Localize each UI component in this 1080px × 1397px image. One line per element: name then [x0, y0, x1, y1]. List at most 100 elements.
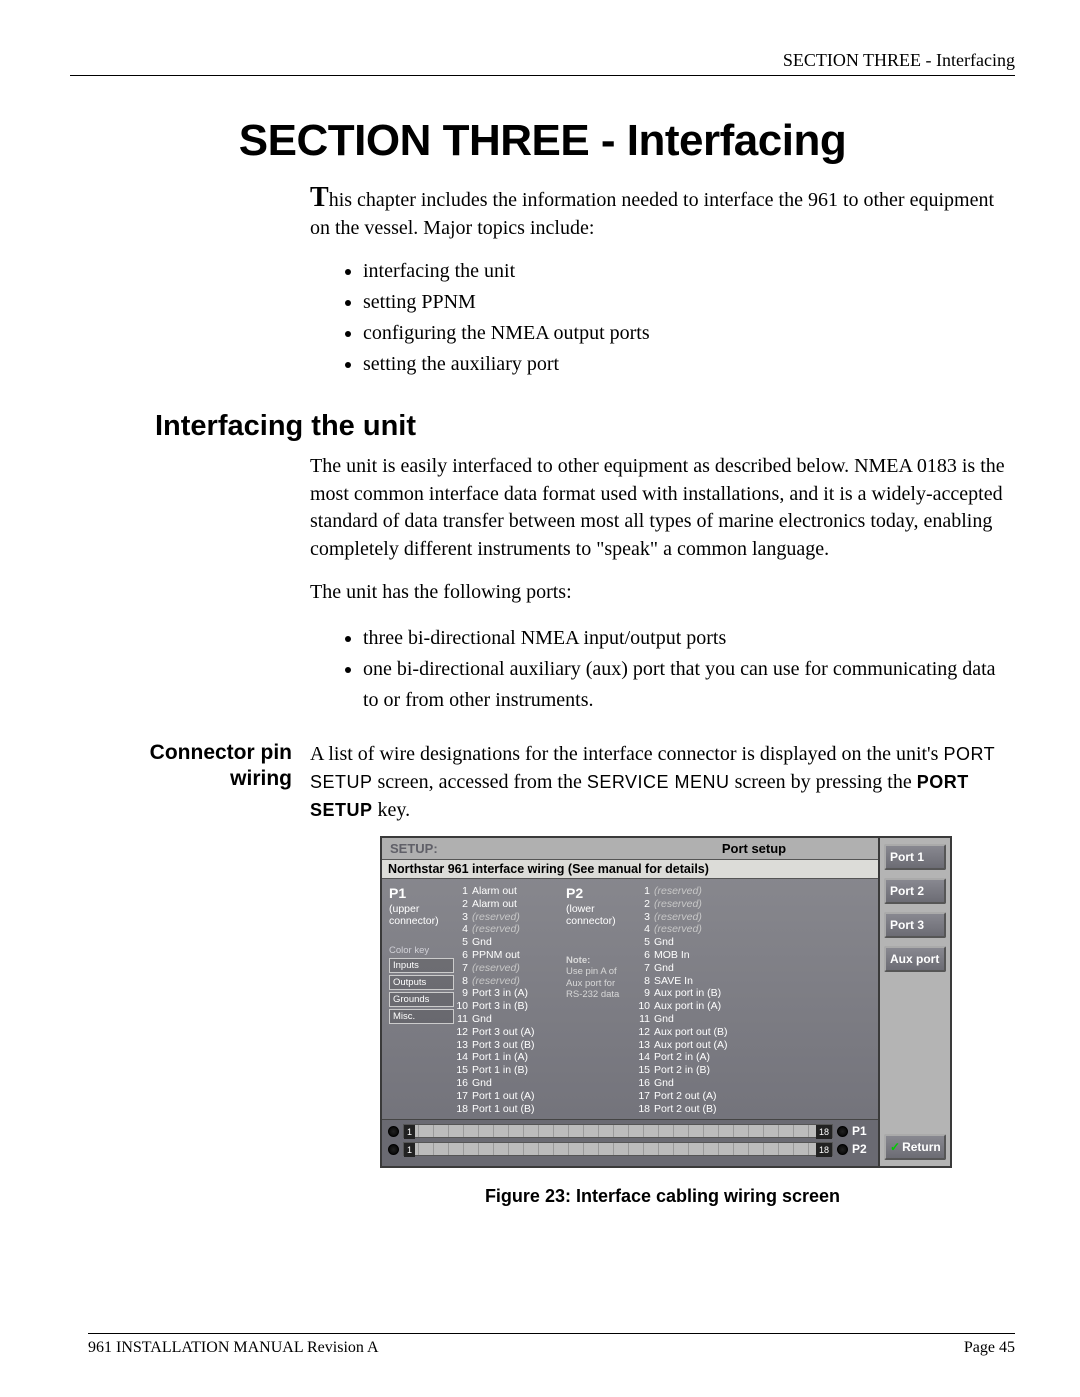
pin-label: Gnd: [472, 1077, 492, 1090]
pin-row: 4 (reserved): [636, 923, 744, 936]
pin-row: 6PPNM out: [454, 949, 562, 962]
pin-number: 17: [454, 1090, 468, 1103]
pin-18-tag: 18: [816, 1143, 832, 1157]
port1-button[interactable]: Port 1: [884, 844, 946, 870]
pin-number: 10: [454, 1000, 468, 1013]
pin-row: 3(reserved): [454, 911, 562, 924]
pin-row: 9 Port 3 in (A): [454, 987, 562, 1000]
pin-number: 12: [636, 1026, 650, 1039]
pin-label: Gnd: [654, 1013, 674, 1026]
pin-row: 14Port 2 in (A): [636, 1051, 744, 1064]
pin-label: Gnd: [654, 936, 674, 949]
pin-label: Port 3 in (A): [472, 987, 528, 1000]
connector-p1-name: P1: [852, 1124, 872, 1138]
pin-number: 17: [636, 1090, 650, 1103]
pin-number: 10: [636, 1000, 650, 1013]
screen-subtitle: Northstar 961 interface wiring (See manu…: [382, 860, 878, 879]
pin-row: 1Alarm out: [454, 885, 562, 898]
pin-number: 15: [454, 1064, 468, 1077]
return-button[interactable]: ✓Return: [884, 1134, 946, 1160]
pin-number: 6: [636, 949, 650, 962]
pin-row: 18 Port 1 out (B): [454, 1103, 562, 1116]
pin-label: Port 1 out (B): [472, 1103, 534, 1116]
intro-paragraph: This chapter includes the information ne…: [310, 184, 1015, 242]
pin-number: 16: [636, 1077, 650, 1090]
pin-row: 15 Port 1 in (B): [454, 1064, 562, 1077]
pin-18-tag: 18: [816, 1125, 832, 1139]
pin-label: (reserved): [654, 923, 702, 936]
port2-button[interactable]: Port 2: [884, 878, 946, 904]
section-title: SECTION THREE - Interfacing: [70, 116, 1015, 166]
legend-item: Misc.: [389, 1009, 454, 1024]
screen-main: SETUP: Port setup Northstar 961 interfac…: [382, 838, 878, 1166]
auxport-button[interactable]: Aux port: [884, 946, 946, 972]
pin-label: Aux port out (B): [654, 1026, 728, 1039]
pin-row: 13Port 3 out (B): [454, 1039, 562, 1052]
pin-row: 14 Port 1 in (A): [454, 1051, 562, 1064]
pin-number: 5: [454, 936, 468, 949]
pin-number: 4: [636, 923, 650, 936]
pin-label: (reserved): [654, 885, 702, 898]
connector-diagram: 1 18 P1 1 18 P2: [382, 1119, 878, 1166]
list-item: configuring the NMEA output ports: [363, 318, 1015, 349]
pin-row: 10Aux port in (A): [636, 1000, 744, 1013]
pin-number: 18: [454, 1103, 468, 1116]
pin-label: Port 2 out (B): [654, 1103, 716, 1116]
screen-body: P1 (upper connector) Color key Inputs Ou…: [382, 879, 878, 1119]
pin-label: Gnd: [472, 1013, 492, 1026]
mid-column: P2 (lower connector) Note: Use pin A of …: [562, 885, 636, 1115]
pin-number: 2: [636, 898, 650, 911]
pin-label: Aux port in (B): [654, 987, 721, 1000]
connector-bar: 1 18: [403, 1124, 833, 1138]
pin-label: Port 2 in (B): [654, 1064, 710, 1077]
pin-number: 5: [636, 936, 650, 949]
pin-label: Alarm out: [472, 898, 517, 911]
pin-label: PPNM out: [472, 949, 520, 962]
pin-label: MOB In: [654, 949, 690, 962]
note: Note: Use pin A of Aux port for RS-232 d…: [566, 955, 632, 1001]
pin-label: SAVE In: [654, 975, 693, 988]
connector-bar: 1 18: [403, 1142, 833, 1156]
screen-titlebar: SETUP: Port setup: [382, 838, 878, 860]
p2-pins: 1(reserved)2(reserved)3(reserved)4(reser…: [636, 885, 744, 1115]
footer-right: Page 45: [964, 1339, 1015, 1357]
intro-bullets: interfacing the unit setting PPNM config…: [345, 256, 1015, 380]
pin-label: Port 1 in (A): [472, 1051, 528, 1064]
pin-number: 18: [636, 1103, 650, 1116]
intro-text: his chapter includes the information nee…: [310, 189, 994, 239]
pin-number: 1: [636, 885, 650, 898]
p1-label: P1: [389, 885, 454, 901]
port-setup-label: Port setup: [630, 841, 878, 856]
port3-button[interactable]: Port 3: [884, 912, 946, 938]
pin-number: 9: [454, 987, 468, 1000]
pin-row: 11Gnd: [454, 1013, 562, 1026]
pin-number: 4: [454, 923, 468, 936]
pin-row: 1 (reserved): [636, 885, 744, 898]
pin-1-tag: 1: [404, 1143, 415, 1157]
pin-row: 6 MOB In: [636, 949, 744, 962]
p1-connector-label: (upper connector): [389, 903, 454, 927]
pin-number: 3: [636, 911, 650, 924]
connector-p1-strip: 1 18 P1: [388, 1124, 872, 1138]
pin-number: 9: [636, 987, 650, 1000]
pin-label: (reserved): [472, 911, 520, 924]
pin-row: 8SAVE In: [636, 975, 744, 988]
pin-number: 7: [636, 962, 650, 975]
pin-label: Port 1 out (A): [472, 1090, 534, 1103]
connector-p2-strip: 1 18 P2: [388, 1142, 872, 1156]
pin-number: 16: [454, 1077, 468, 1090]
pin-number: 14: [636, 1051, 650, 1064]
legend-item: Grounds: [389, 992, 454, 1007]
list-item: setting the auxiliary port: [363, 349, 1015, 380]
figure-caption: Figure 23: Interface cabling wiring scre…: [310, 1186, 1015, 1207]
pin-row: 12Port 3 out (A): [454, 1026, 562, 1039]
paragraph: The unit has the following ports:: [310, 579, 1015, 607]
pin-number: 14: [454, 1051, 468, 1064]
list-item: interfacing the unit: [363, 256, 1015, 287]
page-header: SECTION THREE - Interfacing: [70, 50, 1015, 76]
pin-1-tag: 1: [404, 1125, 415, 1139]
pin-label: Port 1 in (B): [472, 1064, 528, 1077]
pin-row: 17 Port 1 out (A): [454, 1090, 562, 1103]
pin-row: 3(reserved): [636, 911, 744, 924]
pin-row: 16 Gnd: [454, 1077, 562, 1090]
